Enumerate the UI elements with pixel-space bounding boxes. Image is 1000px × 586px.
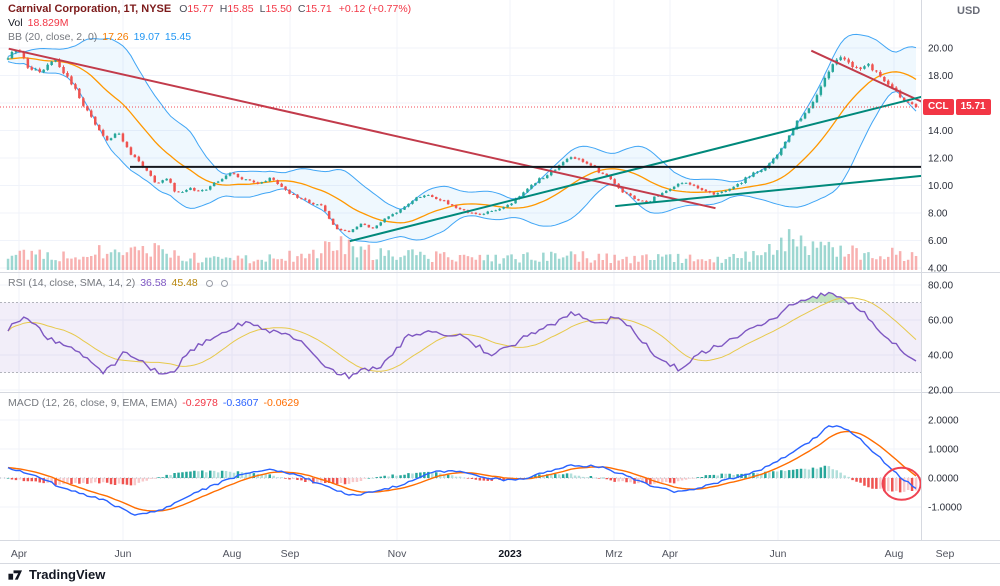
price-tick-label: 10.00 — [928, 181, 953, 192]
macd-line-value: -0.3607 — [222, 397, 259, 409]
time-axis-label: Aug — [223, 548, 242, 560]
currency-label: USD — [957, 5, 981, 17]
time-axis-label: Jun — [115, 548, 132, 560]
price-tick-label: 8.00 — [928, 209, 948, 220]
macd-histogram — [18, 478, 918, 492]
ohlc-row: O15.77 H15.85 L15.50 C15.71 +0.12 (+0.77… — [176, 3, 411, 16]
tradingview-logo[interactable]: TradingView — [8, 567, 105, 582]
rsi-ma-line — [7, 297, 917, 372]
low-value: 15.50 — [265, 3, 292, 15]
rsi-tick-label: 40.00 — [928, 351, 953, 362]
time-axis-label: Nov — [388, 548, 407, 560]
close-label: C — [297, 3, 306, 15]
time-axis-label: Apr — [11, 548, 28, 560]
macd-tick-label: 0.0000 — [928, 474, 959, 485]
macd-tick-label: -1.0000 — [928, 503, 962, 514]
price-tick-label: 14.00 — [928, 126, 953, 137]
bb-legend[interactable]: BB (20, close, 2, 0) 17.26 19.07 15.45 — [8, 31, 191, 44]
rsi-circle-icon[interactable] — [220, 280, 228, 287]
price-tick-label: 20.00 — [928, 44, 953, 55]
trendline[interactable] — [349, 95, 922, 243]
trendline[interactable] — [810, 49, 922, 103]
bb-basis-value: 17.26 — [102, 31, 129, 43]
volume-label: Vol — [8, 17, 23, 29]
time-axis-label: Apr — [662, 548, 679, 560]
rsi-circle-icon[interactable] — [205, 280, 213, 287]
volume-bars — [6, 229, 918, 270]
rsi-tick-label: 80.00 — [928, 281, 953, 292]
macd-tick-label: 1.0000 — [928, 445, 959, 456]
rsi-tick-label: 60.00 — [928, 316, 953, 327]
macd-histogram — [6, 465, 827, 479]
time-axis-label: Aug — [885, 548, 904, 560]
price-badge: CCL 15.71 — [923, 99, 991, 115]
time-axis-label: Sep — [936, 548, 955, 560]
volume-legend[interactable]: Vol 18.829M — [8, 17, 68, 30]
bollinger-bands — [7, 33, 917, 243]
low-label: L — [259, 3, 266, 15]
tradingview-logo-text: TradingView — [29, 567, 106, 582]
tradingview-logo-icon — [8, 569, 23, 580]
rsi-line — [7, 291, 917, 380]
bb-title[interactable]: BB (20, close, 2, 0) — [8, 31, 98, 43]
symbol-legend[interactable]: Carnival Corporation, 1T, NYSE O15.77 H1… — [8, 3, 411, 16]
price-tick-label: 18.00 — [928, 71, 953, 82]
macd-signal-line — [7, 430, 917, 512]
price-panel[interactable] — [0, 33, 922, 270]
high-label: H — [219, 3, 228, 15]
symbol-title[interactable]: Carnival Corporation, 1T, NYSE — [8, 3, 172, 15]
trendline[interactable] — [8, 47, 716, 210]
panel-separators — [0, 0, 1000, 564]
rsi-legend[interactable]: RSI (14, close, SMA, 14, 2) 36.58 45.48 — [8, 277, 228, 290]
time-axis-label: Mrz — [605, 548, 623, 560]
rsi-title[interactable]: RSI (14, close, SMA, 14, 2) — [8, 277, 136, 289]
rsi-value: 36.58 — [140, 277, 167, 289]
time-axis-label: Sep — [281, 548, 300, 560]
macd-legend[interactable]: MACD (12, 26, close, 9, EMA, EMA) -0.297… — [8, 397, 299, 410]
rsi-band-background — [0, 302, 922, 373]
macd-signal-value: -0.0629 — [263, 397, 300, 409]
macd-tick-label: 2.0000 — [928, 416, 959, 427]
macd-title[interactable]: MACD (12, 26, close, 9, EMA, EMA) — [8, 397, 178, 409]
macd-panel[interactable] — [0, 425, 922, 516]
rsi-tick-label: 20.00 — [928, 386, 953, 397]
time-axis-label: Jun — [770, 548, 787, 560]
price-tick-label: 6.00 — [928, 236, 948, 247]
bb-lower-value: 15.45 — [164, 31, 192, 43]
time-scale[interactable]: Apr Jun Aug Sep Nov 2023 Mrz Apr Jun Aug Sep — [11, 548, 955, 560]
high-value: 15.85 — [227, 3, 254, 15]
rsi-panel[interactable] — [7, 291, 917, 380]
price-tick-label: 4.00 — [928, 264, 948, 275]
volume-value: 18.829M — [27, 17, 69, 29]
bb-upper-value: 19.07 — [133, 31, 160, 43]
macd-line — [7, 425, 917, 516]
open-value: 15.77 — [187, 3, 214, 15]
trendline[interactable] — [615, 174, 922, 208]
time-axis-label: 2023 — [498, 548, 522, 560]
rsi-ma-value: 45.48 — [171, 277, 198, 289]
price-badge-symbol: CCL — [923, 99, 954, 115]
price-tick-label: 12.00 — [928, 154, 953, 165]
macd-hist-value: -0.2978 — [182, 397, 218, 409]
close-value: 15.71 — [305, 3, 332, 15]
gridlines — [0, 0, 922, 541]
candlestick-series — [6, 49, 918, 233]
open-label: O — [179, 3, 188, 15]
change-value: +0.12 (+0.77%) — [338, 3, 412, 15]
price-badge-price: 15.71 — [955, 99, 991, 115]
macd-annotation-circle[interactable] — [881, 466, 922, 501]
